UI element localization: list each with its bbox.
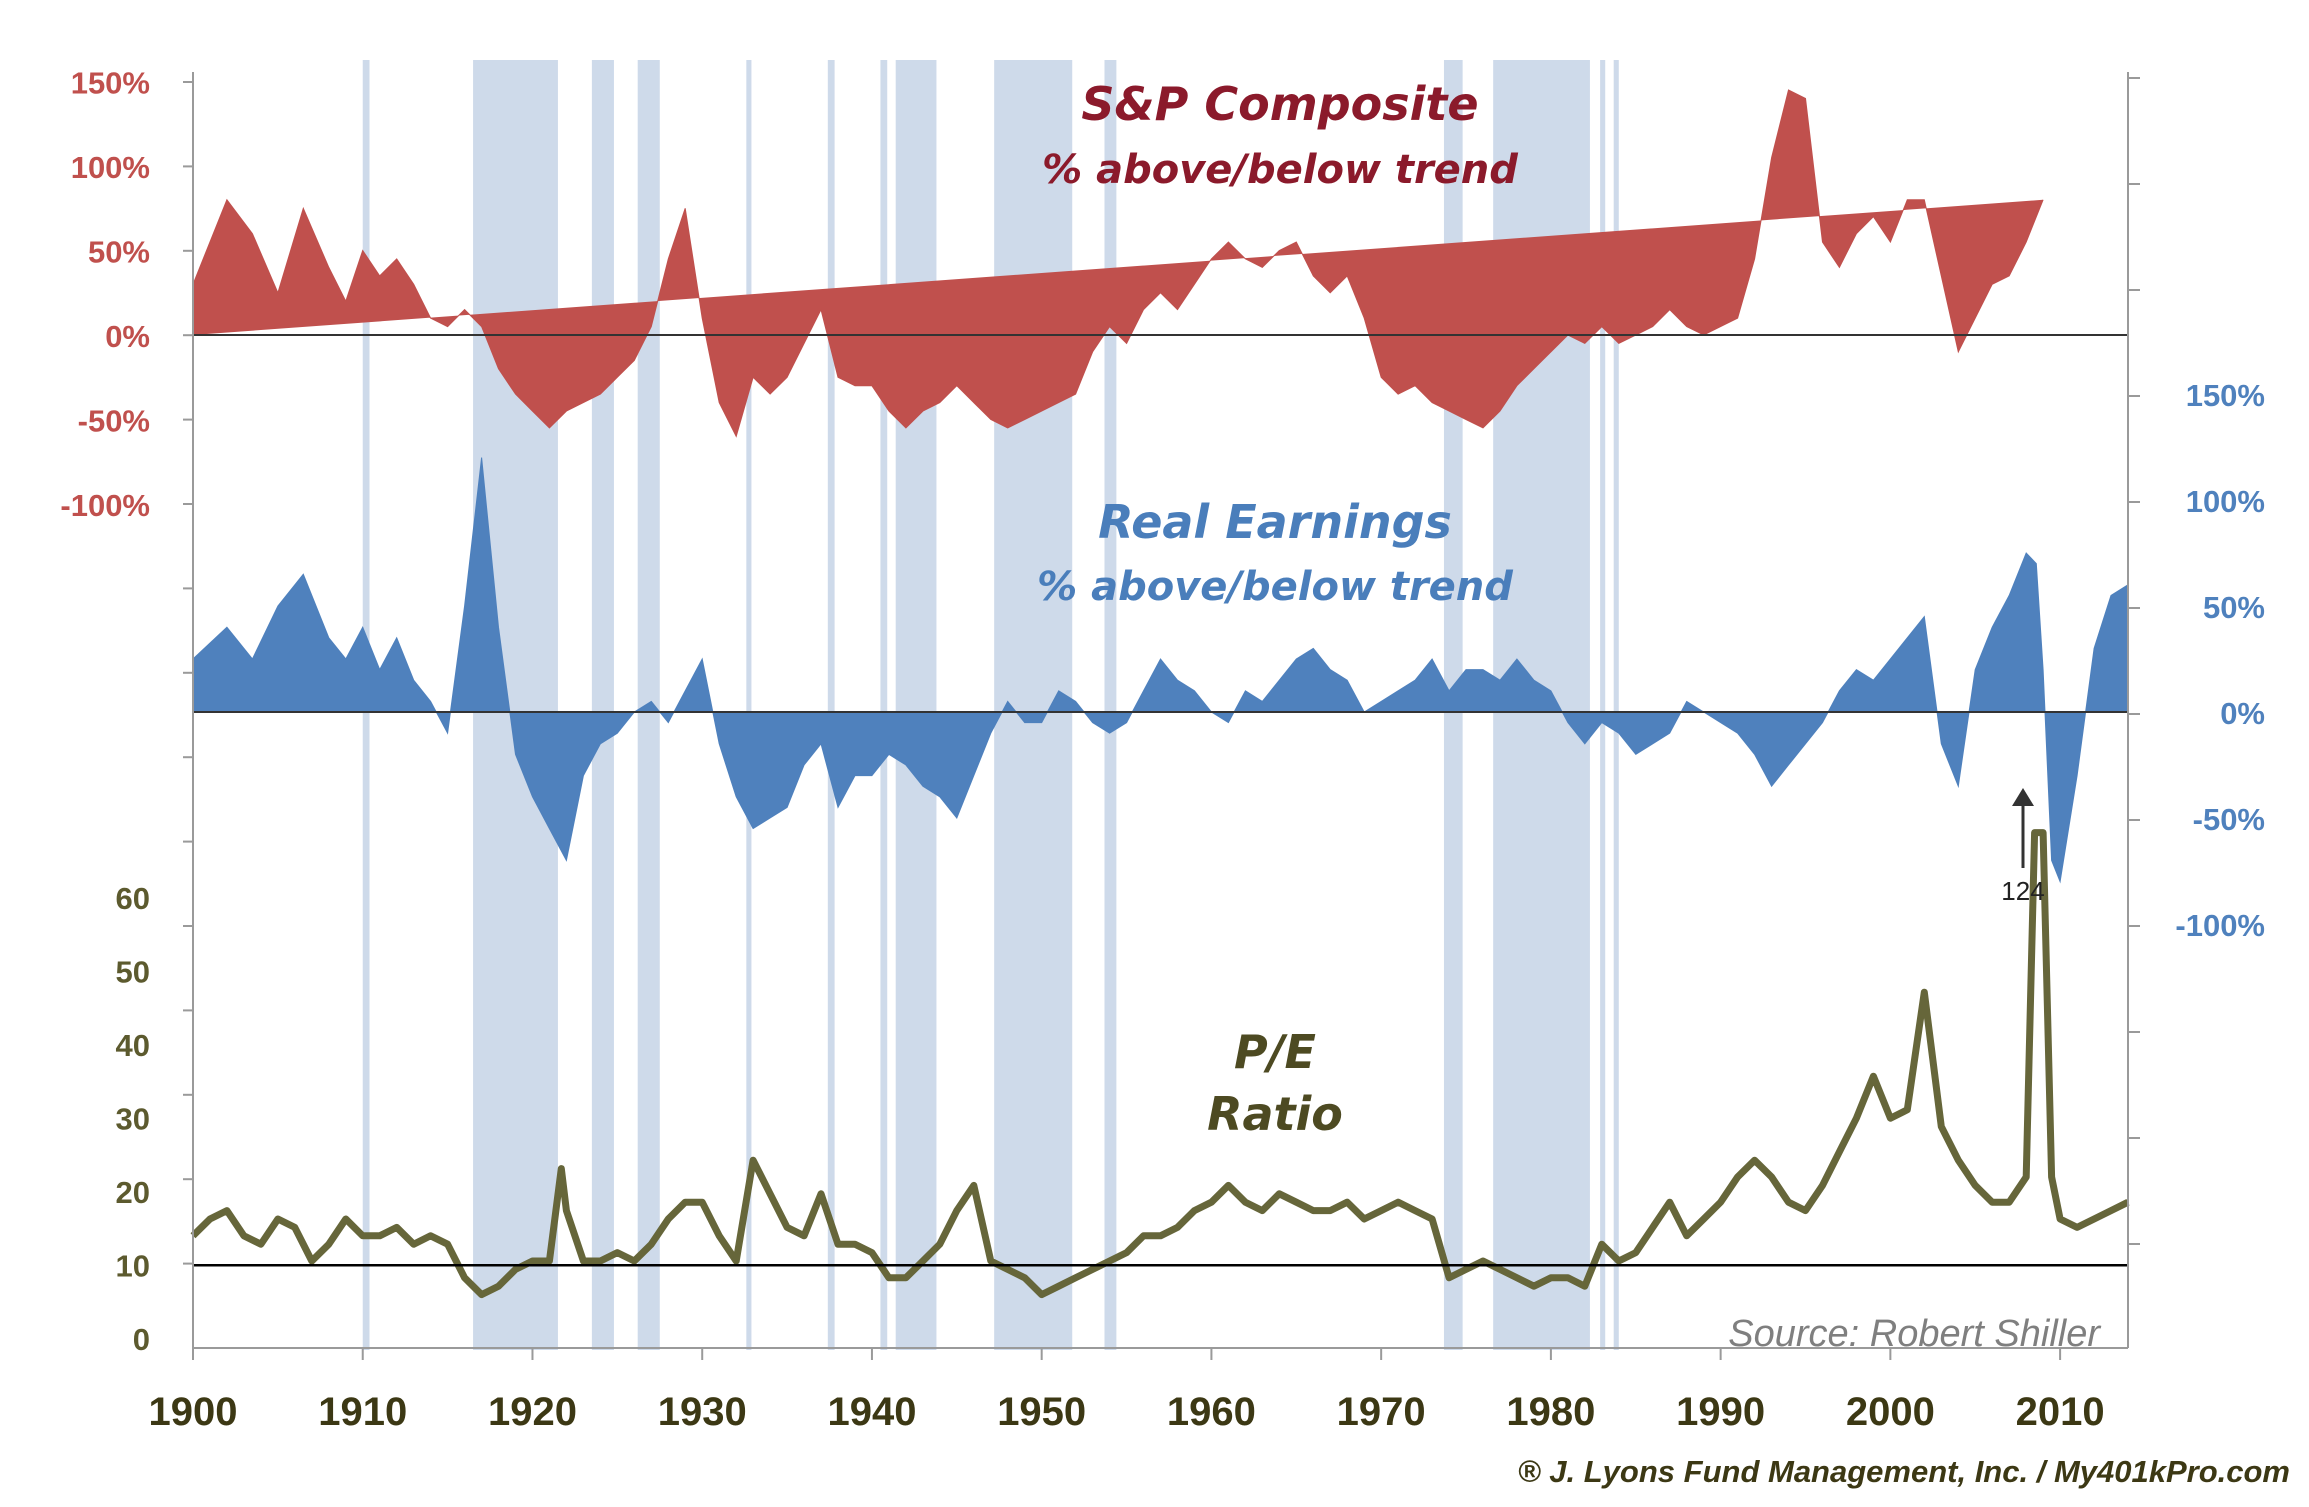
x-tick-label: 1980 [1506, 1390, 1595, 1434]
pe-subtitle: Ratio [1207, 1087, 1343, 1141]
earnings-tick-label: 0% [2220, 696, 2265, 731]
annotation-label: 124 [2001, 876, 2044, 906]
pe-ratio-group [190, 829, 2130, 1299]
x-tick-label: 2000 [1846, 1390, 1935, 1434]
sp-subtitle: % above/below trend [1042, 147, 1518, 193]
pe-tick-label: 10 [116, 1249, 150, 1284]
sp-title: S&P Composite [1081, 77, 1478, 131]
sp-tick-label: -100% [60, 488, 150, 523]
x-tick-label: 1910 [318, 1390, 407, 1434]
sp-tick-label: 50% [88, 235, 150, 270]
x-tick-label: 1940 [827, 1390, 916, 1434]
pe-tick-label: 20 [116, 1175, 150, 1210]
recession-band-12 [1600, 60, 1606, 1350]
sp-tick-label: -50% [78, 404, 150, 439]
axes: 150% 100% 50% 0% -50% -100% 150% 100% 50% 0% -50% -… [60, 66, 2265, 1435]
recession-band-9 [1104, 60, 1117, 1350]
annotation-arrowhead [2012, 788, 2034, 806]
x-tick-label: 1920 [488, 1390, 577, 1434]
footer-credit: ® J. Lyons Fund Management, Inc. / My401… [1518, 1454, 2290, 1489]
recession-band-2 [591, 60, 614, 1350]
earnings-tick-label: -50% [2193, 802, 2265, 837]
sp-composite-fill [192, 89, 2044, 438]
earnings-subtitle: % above/below trend [1037, 564, 1513, 610]
earnings-title: Real Earnings [1098, 495, 1452, 549]
recession-band-7 [895, 60, 937, 1350]
real-earnings-area [192, 457, 2129, 884]
sp-tick-label: 0% [105, 319, 150, 354]
pe-title: P/E [1234, 1025, 1316, 1079]
sp-tick-label: 100% [71, 150, 150, 185]
pe-tick-label: 50 [116, 955, 150, 990]
pe-tick-label: 40 [116, 1028, 150, 1063]
x-tick-label: 1960 [1167, 1390, 1256, 1434]
earnings-tick-label: 150% [2186, 378, 2265, 413]
sp-composite-area [192, 89, 2128, 438]
x-tick-label: 2010 [2016, 1390, 2105, 1434]
recession-band-6 [880, 60, 888, 1350]
sp-tick-label: 150% [71, 66, 150, 101]
pe-tick-label: 0 [133, 1322, 150, 1357]
pe-tick-label: 60 [116, 881, 150, 916]
x-tick-label: 1950 [997, 1390, 1086, 1434]
earnings-tick-label: 100% [2186, 484, 2265, 519]
x-tick-label: 1930 [658, 1390, 747, 1434]
x-tick-label: 1900 [149, 1390, 238, 1434]
pe-tick-label: 30 [116, 1102, 150, 1137]
x-tick-label: 1990 [1676, 1390, 1765, 1434]
source-note: Source: Robert Shiller [1728, 1313, 2101, 1355]
x-tick-label: 1970 [1337, 1390, 1426, 1434]
earnings-tick-label: 50% [2203, 590, 2265, 625]
recession-band-13 [1613, 60, 1619, 1350]
recession-band-4 [746, 60, 752, 1350]
earnings-tick-label: -100% [2175, 908, 2265, 943]
earnings-annotation: 124 [2001, 788, 2045, 906]
recession-band-5 [827, 60, 835, 1350]
